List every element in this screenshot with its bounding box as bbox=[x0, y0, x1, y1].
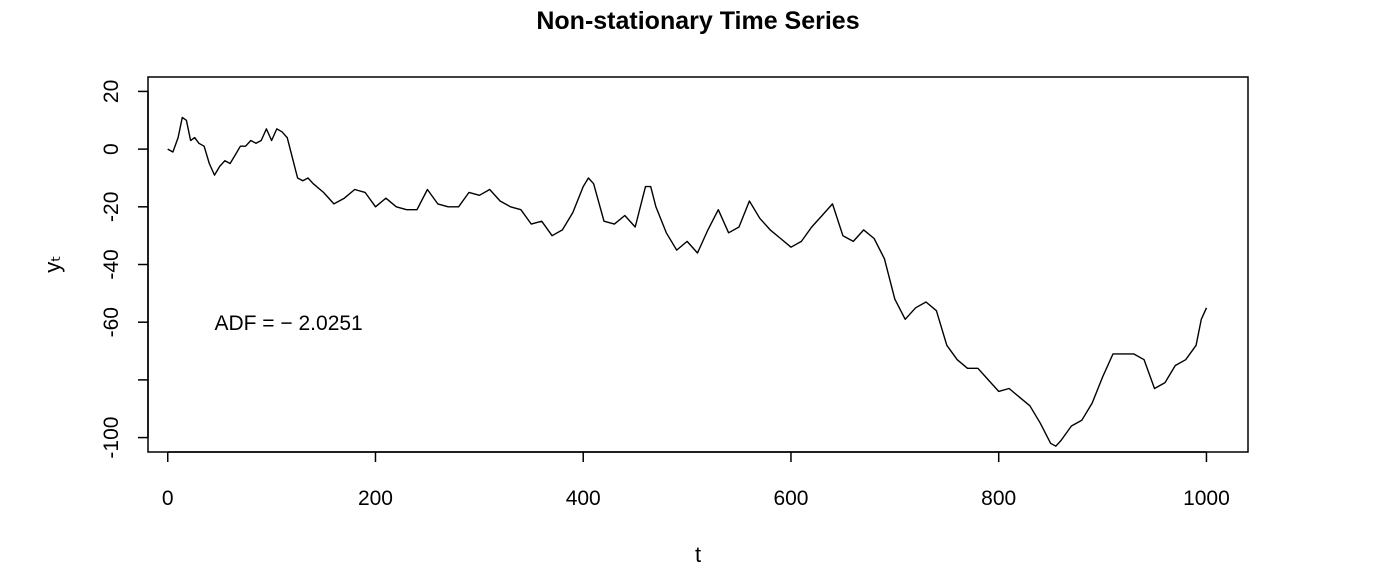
y-axis: 20 0 -20 -40 -60 -100 bbox=[100, 80, 149, 459]
y-tick-label: -60 bbox=[100, 307, 123, 337]
x-tick-label: 800 bbox=[981, 487, 1016, 510]
y-tick-label: 0 bbox=[100, 143, 123, 155]
y-axis-label: yₜ bbox=[40, 255, 65, 273]
x-tick-label: 400 bbox=[566, 487, 601, 510]
x-tick-label: 600 bbox=[773, 487, 808, 510]
x-tick-label: 0 bbox=[162, 487, 174, 510]
x-tick-label: 200 bbox=[358, 487, 393, 510]
x-axis-label: t bbox=[695, 542, 701, 567]
y-tick-label: -100 bbox=[100, 417, 123, 459]
series-line bbox=[167, 116, 1208, 447]
chart-title: Non-stationary Time Series bbox=[536, 7, 859, 35]
x-tick-label: 1000 bbox=[1183, 487, 1230, 510]
y-tick-label: 20 bbox=[100, 80, 123, 103]
x-axis: 0 200 400 600 800 1000 bbox=[162, 451, 1230, 510]
y-tick-label: -20 bbox=[100, 192, 123, 222]
adf-annotation: ADF = − 2.0251 bbox=[214, 312, 362, 335]
y-tick-label: -40 bbox=[100, 249, 123, 279]
plot-frame bbox=[147, 76, 1249, 453]
